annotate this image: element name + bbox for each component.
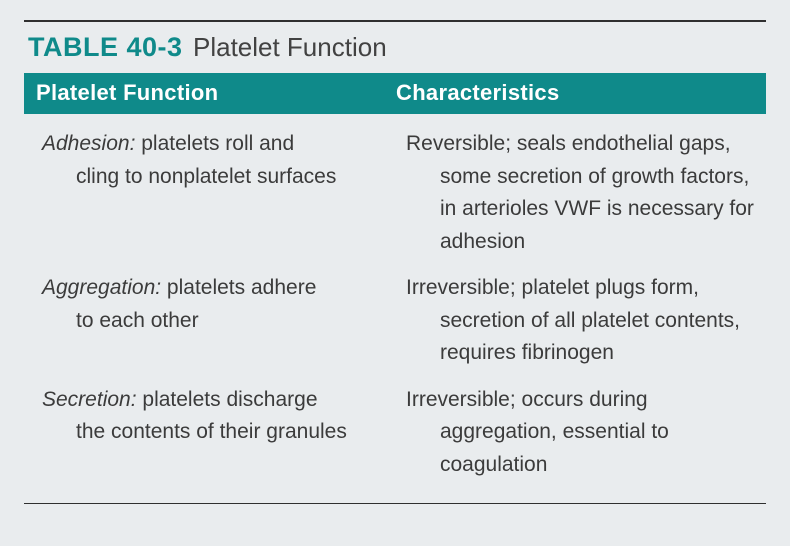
function-cell: Secretion: platelets discharge the conte… [42, 384, 406, 482]
characteristics-cell: Reversible; seals endothelial gaps, some… [406, 128, 758, 258]
top-rule [24, 20, 766, 22]
char-cont: secretion of all platelet contents, requ… [406, 305, 758, 370]
def-first: platelets discharge [137, 388, 318, 411]
function-cell: Aggregation: platelets adhere to each ot… [42, 272, 406, 370]
def-cont: to each other [42, 305, 394, 338]
bottom-rule [24, 503, 766, 504]
table-body: Adhesion: platelets roll and cling to no… [24, 114, 766, 503]
column-header-function: Platelet Function [36, 80, 396, 106]
table-title: Platelet Function [193, 32, 387, 62]
term-aggregation: Aggregation: [42, 276, 161, 299]
char-first: Irreversible; platelet plugs form, [406, 276, 699, 299]
char-cont: some secretion of growth factors, in art… [406, 161, 758, 259]
header-band: Platelet Function Characteristics [24, 73, 766, 114]
def-first: platelets roll and [135, 132, 294, 155]
table-row: Adhesion: platelets roll and cling to no… [42, 128, 758, 258]
column-header-characteristics: Characteristics [396, 80, 756, 106]
characteristics-cell: Irreversible; occurs during aggregation,… [406, 384, 758, 482]
characteristics-cell: Irreversible; platelet plugs form, secre… [406, 272, 758, 370]
def-cont: the contents of their granules [42, 416, 394, 449]
term-secretion: Secretion: [42, 388, 137, 411]
function-cell: Adhesion: platelets roll and cling to no… [42, 128, 406, 258]
char-cont: aggregation, essential to coagulation [406, 416, 758, 481]
char-first: Reversible; seals endothelial gaps, [406, 132, 731, 155]
char-first: Irreversible; occurs during [406, 388, 648, 411]
table-label: TABLE 40-3 [28, 32, 183, 62]
def-cont: cling to nonplatelet surfaces [42, 161, 394, 194]
table-row: Aggregation: platelets adhere to each ot… [42, 272, 758, 370]
def-first: platelets adhere [161, 276, 316, 299]
term-adhesion: Adhesion: [42, 132, 135, 155]
table-row: Secretion: platelets discharge the conte… [42, 384, 758, 482]
title-row: TABLE 40-3 Platelet Function [24, 28, 766, 73]
